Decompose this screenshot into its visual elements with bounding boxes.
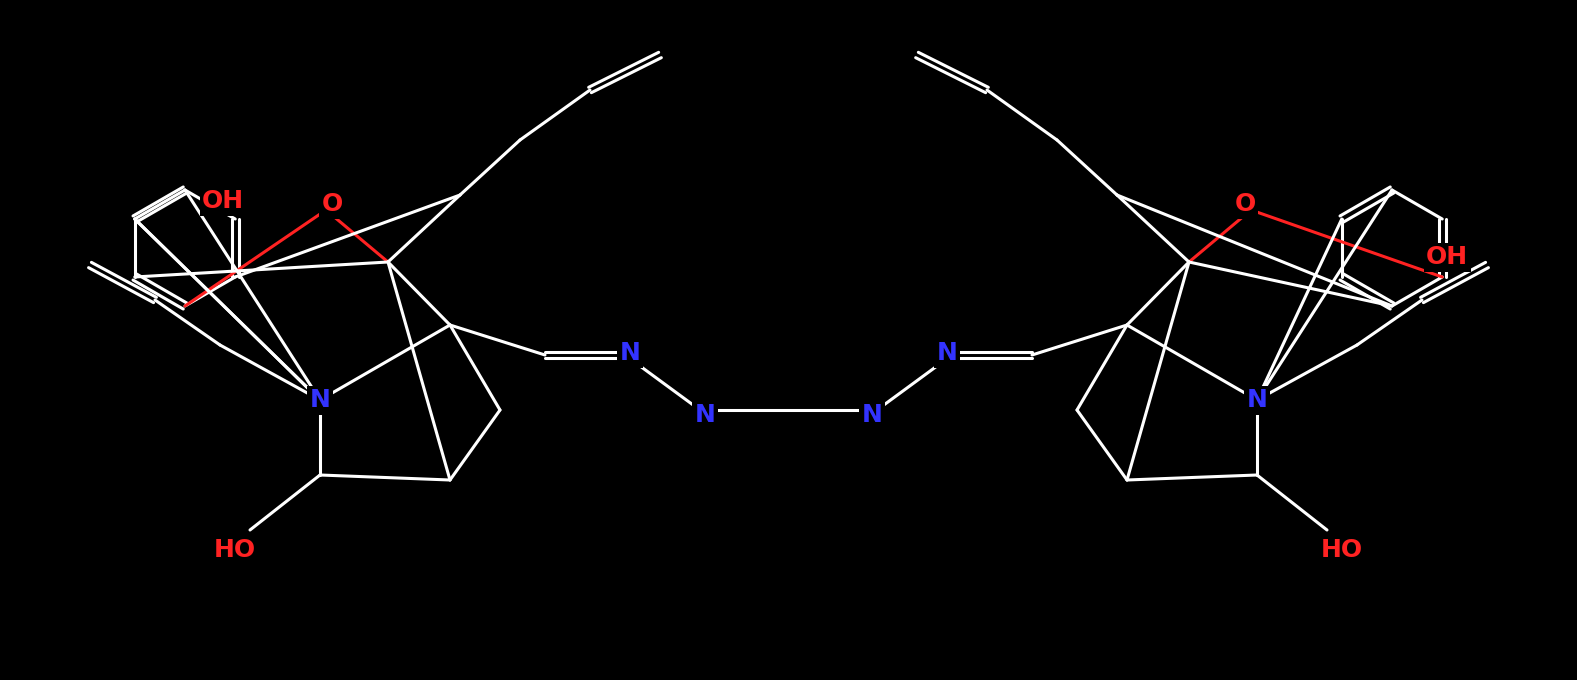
Text: O: O — [1235, 192, 1255, 216]
Text: O: O — [322, 192, 342, 216]
Text: N: N — [861, 403, 883, 427]
Text: OH: OH — [1426, 245, 1468, 269]
Text: N: N — [309, 388, 331, 412]
Text: N: N — [694, 403, 716, 427]
Text: N: N — [620, 341, 640, 365]
Text: OH: OH — [202, 189, 244, 213]
Text: N: N — [1246, 388, 1268, 412]
Text: HO: HO — [214, 538, 255, 562]
Text: N: N — [937, 341, 957, 365]
Text: HO: HO — [1322, 538, 1363, 562]
